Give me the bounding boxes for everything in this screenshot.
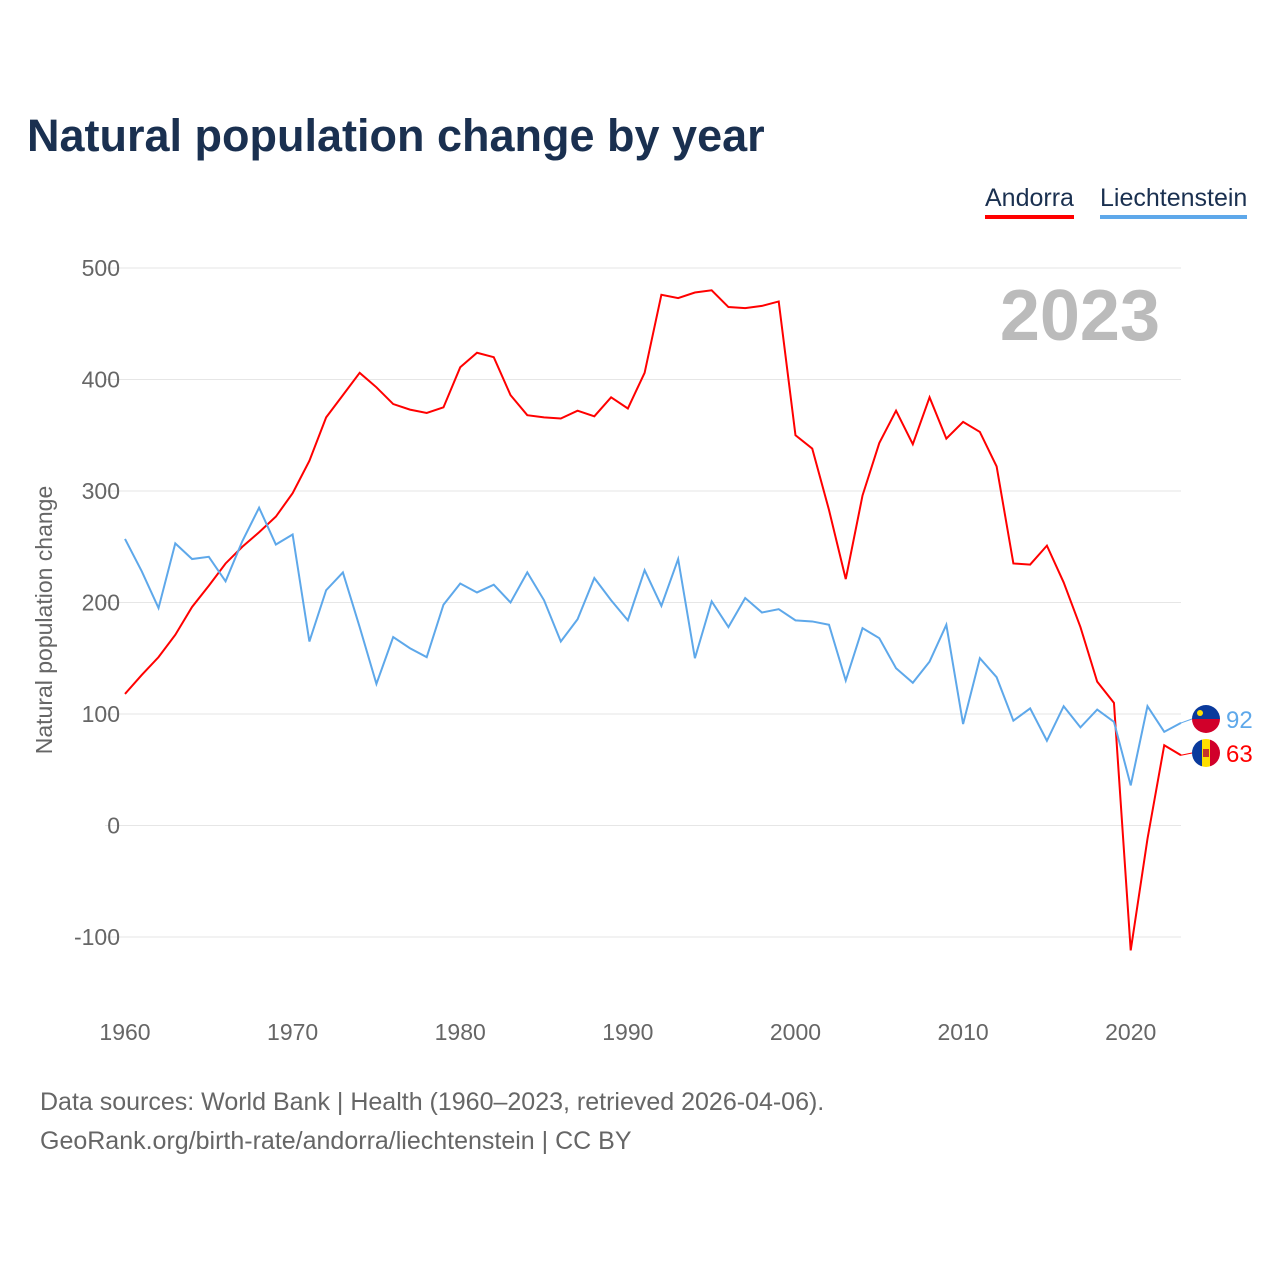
end-value-label: 92 <box>1226 707 1253 734</box>
liechtenstein-flag-icon <box>1192 705 1220 733</box>
x-tick-label: 1990 <box>602 1019 653 1045</box>
x-tick-label: 1970 <box>267 1019 318 1045</box>
andorra-flag-icon <box>1192 739 1220 767</box>
x-tick-label: 2020 <box>1105 1019 1156 1045</box>
x-tick-label: 1960 <box>99 1019 150 1045</box>
chart-title: Natural population change by year <box>27 110 765 161</box>
x-tick-label: 2010 <box>938 1019 989 1045</box>
y-tick-label: -100 <box>74 924 120 950</box>
y-tick-label: 200 <box>82 590 120 616</box>
source-link[interactable]: GeoRank.org/birth-rate/andorra/liechtens… <box>40 1127 632 1155</box>
end-value-label: 63 <box>1226 741 1253 768</box>
source-line: Data sources: World Bank | Health (1960–… <box>40 1088 825 1116</box>
series-line-liechtenstein <box>124 505 1182 786</box>
y-tick-label: 500 <box>82 255 120 281</box>
series-line-andorra <box>124 289 1182 951</box>
legend-andorra[interactable]: Andorra <box>985 184 1074 219</box>
x-tick-label: 1980 <box>435 1019 486 1045</box>
x-tick-label: 2000 <box>770 1019 821 1045</box>
y-axis-label: Natural population change <box>31 486 57 755</box>
end-connector <box>1180 752 1193 756</box>
y-tick-label: 100 <box>82 701 120 727</box>
y-tick-label: 300 <box>82 478 120 504</box>
year-watermark: 2023 <box>1000 276 1160 356</box>
legend-liechtenstein[interactable]: Liechtenstein <box>1100 184 1248 219</box>
y-tick-label: 0 <box>107 813 120 839</box>
y-tick-label: 400 <box>82 367 120 393</box>
end-connector <box>1180 718 1193 724</box>
